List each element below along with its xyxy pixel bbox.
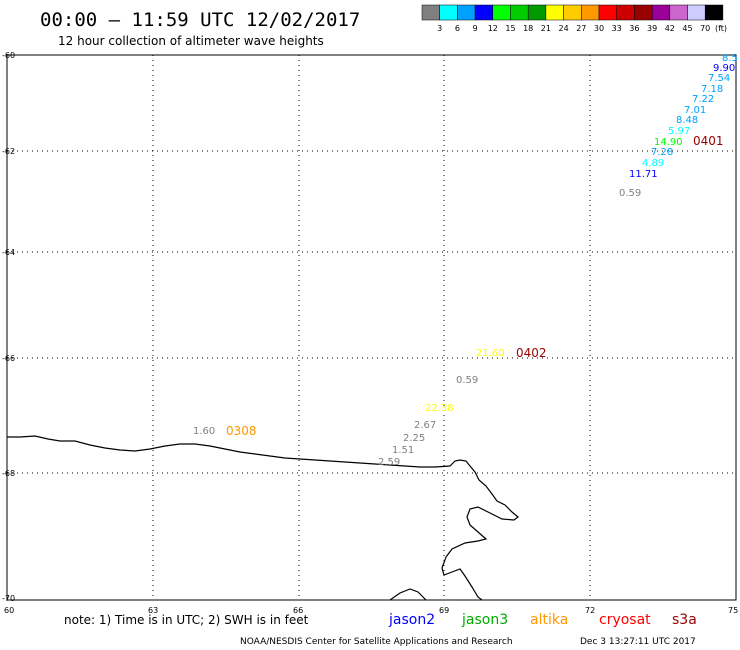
legend-swatch bbox=[581, 4, 600, 21]
legend-tick-label: 9 bbox=[473, 24, 478, 33]
lon-label-69: 69 bbox=[439, 606, 449, 615]
legend-swatch bbox=[545, 4, 564, 21]
legend-tick-label: 3 bbox=[437, 24, 442, 33]
lon-label-72: 72 bbox=[585, 606, 595, 615]
lat-label-66: -66 bbox=[2, 354, 15, 363]
legend-tick-label: 36 bbox=[629, 24, 639, 33]
swh-value: 1.51 bbox=[392, 445, 414, 456]
swh-values: 8.5 9.90 7.54 7.18 7.22 7.01 8.48 5.97 1… bbox=[193, 53, 738, 468]
satellite-cryosat: cryosat bbox=[599, 612, 651, 628]
legend-tick-label: 39 bbox=[647, 24, 657, 33]
lon-label-75: 75 bbox=[728, 606, 738, 615]
timestamp: Dec 3 13:27:11 UTC 2017 bbox=[580, 637, 696, 647]
map-title: 00:00 – 11:59 UTC 12/02/2017 bbox=[40, 9, 360, 31]
coastline bbox=[7, 435, 519, 601]
footnote: note: 1) Time is in UTC; 2) SWH is in fe… bbox=[64, 613, 309, 627]
legend-swatch bbox=[651, 4, 671, 21]
plot-frame bbox=[6, 54, 737, 601]
grid-lines bbox=[7, 55, 736, 600]
map-subtitle: 12 hour collection of altimeter wave hei… bbox=[58, 34, 324, 48]
legend-tick-label: 42 bbox=[665, 24, 675, 33]
legend-swatch bbox=[563, 4, 582, 21]
legend-tick-label: 45 bbox=[682, 24, 692, 33]
swh-value: 7.01 bbox=[684, 105, 706, 116]
satellite-altika: altika bbox=[530, 612, 568, 628]
legend-swatch bbox=[457, 4, 476, 21]
swh-value: 9.90 bbox=[713, 63, 735, 74]
legend-swatch bbox=[510, 4, 529, 21]
swh-value: 5.97 bbox=[668, 126, 690, 137]
pass-time-label: 0308 bbox=[226, 424, 257, 438]
satellite-jason3: jason3 bbox=[461, 612, 508, 628]
satellite-jason2: jason2 bbox=[388, 612, 435, 628]
lon-label-63: 63 bbox=[148, 606, 158, 615]
pass-time-label: 0401 bbox=[693, 134, 724, 148]
swh-value: 0.59 bbox=[456, 375, 478, 386]
legend-swatch bbox=[669, 4, 688, 21]
pass-time-label: 0402 bbox=[516, 346, 547, 360]
legend-tick-label: 21 bbox=[541, 24, 551, 33]
legend-tick-label: 24 bbox=[559, 24, 569, 33]
legend-tick-label: 12 bbox=[488, 24, 498, 33]
swh-value: 7.18 bbox=[701, 84, 723, 95]
legend-tick-label: 15 bbox=[505, 24, 515, 33]
swh-value: 22.38 bbox=[425, 403, 454, 414]
swh-value: 1.60 bbox=[193, 426, 215, 437]
swh-value: 8.5 bbox=[722, 53, 738, 64]
legend-swatch bbox=[439, 4, 458, 21]
lat-label-70: -70 bbox=[2, 594, 15, 603]
legend-tick-label: 27 bbox=[576, 24, 586, 33]
swh-value: 7.28 bbox=[651, 147, 673, 158]
swh-value: 2.59 bbox=[378, 457, 400, 468]
swh-value: 7.22 bbox=[692, 94, 714, 105]
legend-tick-label: 33 bbox=[612, 24, 622, 33]
legend-tick-label: 18 bbox=[523, 24, 533, 33]
legend-swatch bbox=[527, 4, 547, 21]
legend-unit-label: (ft) bbox=[715, 24, 727, 33]
legend-swatch bbox=[704, 4, 724, 21]
swh-value: 2.25 bbox=[403, 433, 425, 444]
swh-value: 14.90 bbox=[654, 137, 683, 148]
swh-value: 21.60 bbox=[476, 348, 505, 359]
lat-label-62: -62 bbox=[2, 147, 15, 156]
satellite-s3a: s3a bbox=[672, 612, 697, 628]
legend-tick-label: 30 bbox=[594, 24, 604, 33]
legend-swatch bbox=[598, 4, 617, 21]
legend-swatch bbox=[492, 4, 511, 21]
swh-value: 4.89 bbox=[642, 158, 664, 169]
lat-label-68: -68 bbox=[2, 469, 15, 478]
legend-tick-label: 6 bbox=[455, 24, 460, 33]
color-scale-legend: 3 6 9 12 15 18 21 24 27 30 33 36 39 42 45 70 (ft) bbox=[421, 4, 727, 33]
lat-label-64: -64 bbox=[2, 248, 15, 257]
legend-tick-label: 70 bbox=[700, 24, 710, 33]
credit-line: NOAA/NESDIS Center for Satellite Applica… bbox=[240, 637, 513, 647]
lon-label-66: 66 bbox=[293, 606, 303, 615]
legend-swatch bbox=[474, 4, 494, 21]
legend-swatch bbox=[616, 4, 635, 21]
lon-label-60: 60 bbox=[4, 606, 14, 615]
swh-value: 8.48 bbox=[676, 115, 698, 126]
swh-value: 0.59 bbox=[619, 188, 641, 199]
coastline-sw bbox=[389, 588, 427, 601]
swh-value: 11.71 bbox=[629, 169, 658, 180]
swh-value: 2.67 bbox=[414, 420, 436, 431]
lat-label-60: -60 bbox=[2, 51, 15, 60]
swh-value: 7.54 bbox=[708, 73, 730, 84]
legend-swatch bbox=[421, 4, 440, 21]
legend-swatch bbox=[634, 4, 653, 21]
legend-swatch bbox=[687, 4, 706, 21]
